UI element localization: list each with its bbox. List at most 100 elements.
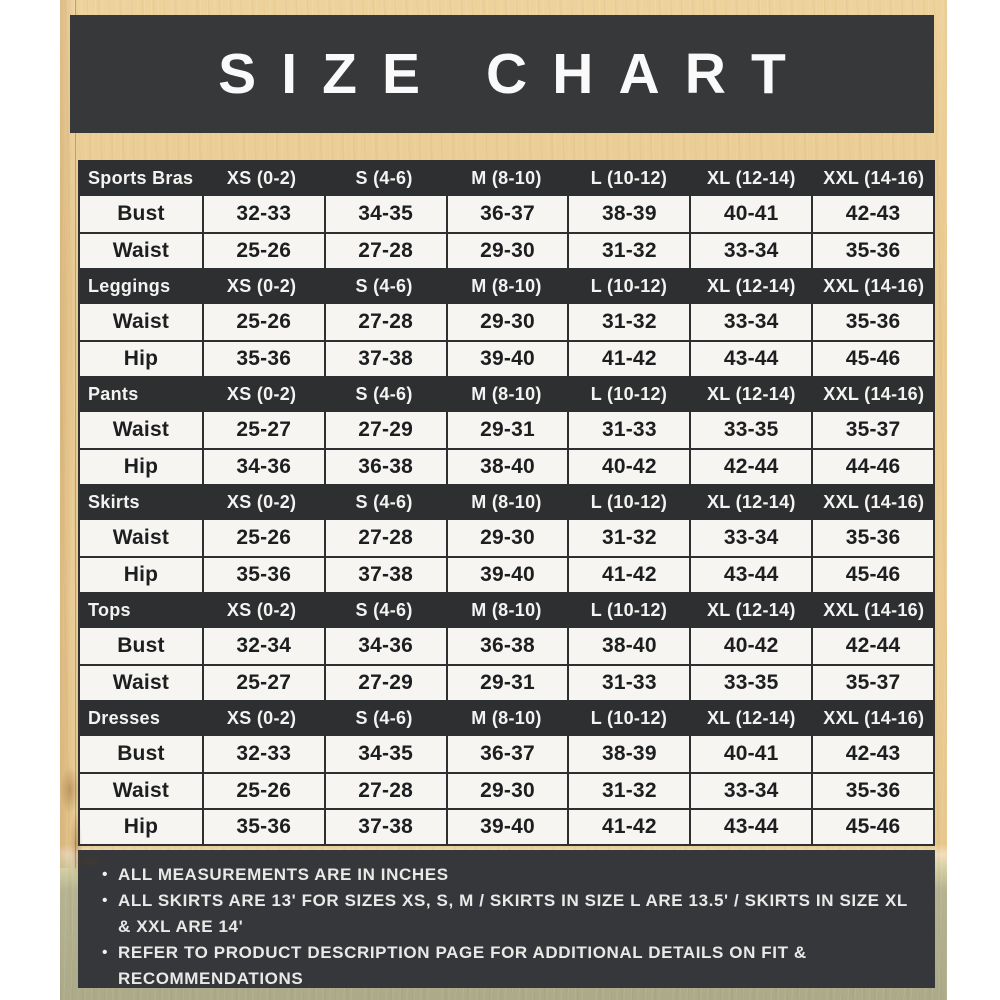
measurement-cell: 31-32 bbox=[567, 520, 689, 556]
measurement-cell: 27-28 bbox=[323, 774, 446, 808]
measurement-cell: 25-27 bbox=[201, 412, 324, 448]
row-label: Waist bbox=[112, 671, 170, 694]
section-header-row: Tops XS (0-2) S (4-6) M (8-10) L (10-12) XL (… bbox=[78, 592, 935, 628]
size-column-header: XL (12-14) bbox=[707, 167, 796, 188]
size-column-header: S (4-6) bbox=[355, 167, 413, 188]
measurement-cell: 36-38 bbox=[445, 628, 568, 664]
table-row: Bust 32-33 34-35 36-37 38-39 40-41 42-43 bbox=[78, 196, 935, 232]
measurement-cell: 31-33 bbox=[567, 412, 689, 448]
row-label: Waist bbox=[112, 239, 170, 262]
size-column-header: L (10-12) bbox=[590, 599, 668, 620]
measurement-cell: 41-42 bbox=[567, 342, 689, 376]
section-name: Skirts bbox=[88, 491, 140, 512]
measurement-cell: 39-40 bbox=[445, 342, 568, 376]
measurement-cell: 33-34 bbox=[689, 234, 811, 268]
measurement-cell: 38-40 bbox=[445, 450, 568, 484]
note-item: • REFER TO PRODUCT DESCRIPTION PAGE FOR A… bbox=[92, 940, 913, 992]
size-column-header: XL (12-14) bbox=[707, 707, 796, 728]
measurement-cell: 32-33 bbox=[201, 196, 324, 232]
size-column-header: L (10-12) bbox=[590, 491, 668, 512]
measurement-cell: 35-36 bbox=[811, 234, 933, 268]
measurement-cell: 29-30 bbox=[445, 234, 568, 268]
note-item: • ALL SKIRTS ARE 13' FOR SIZES XS, S, M /… bbox=[92, 888, 913, 940]
size-column-header: M (8-10) bbox=[471, 383, 542, 404]
measurement-cell: 27-29 bbox=[323, 412, 446, 448]
size-column-header: S (4-6) bbox=[355, 383, 413, 404]
measurement-cell: 42-44 bbox=[811, 628, 933, 664]
measurement-cell: 43-44 bbox=[689, 342, 811, 376]
measurement-cell: 39-40 bbox=[445, 558, 568, 592]
measurement-cell: 29-30 bbox=[445, 520, 568, 556]
section-name: Sports Bras bbox=[88, 167, 194, 188]
measurement-cell: 35-36 bbox=[811, 304, 933, 340]
measurement-cell: 31-32 bbox=[567, 304, 689, 340]
measurement-cell: 29-31 bbox=[445, 666, 568, 700]
table-row: Hip 35-36 37-38 39-40 41-42 43-44 45-46 bbox=[78, 556, 935, 592]
section-header-row: Leggings XS (0-2) S (4-6) M (8-10) L (10-12)… bbox=[78, 268, 935, 304]
row-label: Waist bbox=[112, 526, 170, 549]
measurement-cell: 42-43 bbox=[811, 196, 933, 232]
size-column-header: XS (0-2) bbox=[226, 707, 297, 728]
size-column-header: XXL (14-16) bbox=[823, 275, 925, 296]
size-column-header: L (10-12) bbox=[590, 275, 668, 296]
note-item: • ALL MEASUREMENTS ARE IN INCHES bbox=[92, 862, 913, 888]
size-table: Sports Bras XS (0-2) S (4-6) M (8-10) L (10-… bbox=[78, 160, 935, 846]
measurement-cell: 35-36 bbox=[201, 810, 324, 844]
row-label: Hip bbox=[123, 563, 159, 586]
measurement-cell: 37-38 bbox=[323, 558, 446, 592]
page-title: SIZE CHART bbox=[218, 42, 811, 106]
table-row: Hip 34-36 36-38 38-40 40-42 42-44 44-46 bbox=[78, 448, 935, 484]
table-row: Hip 35-36 37-38 39-40 41-42 43-44 45-46 bbox=[78, 340, 935, 376]
table-row: Waist 25-27 27-29 29-31 31-33 33-35 35-37 bbox=[78, 412, 935, 448]
size-column-header: M (8-10) bbox=[471, 491, 542, 512]
measurement-cell: 40-41 bbox=[689, 196, 811, 232]
section-name: Leggings bbox=[88, 275, 171, 296]
table-row: Waist 25-26 27-28 29-30 31-32 33-34 35-36 bbox=[78, 304, 935, 340]
row-label: Hip bbox=[123, 815, 159, 838]
size-column-header: XS (0-2) bbox=[226, 599, 297, 620]
measurement-cell: 25-26 bbox=[201, 234, 324, 268]
measurement-cell: 33-35 bbox=[689, 412, 811, 448]
size-column-header: L (10-12) bbox=[590, 707, 668, 728]
section-name: Pants bbox=[88, 383, 139, 404]
measurement-cell: 40-42 bbox=[567, 450, 689, 484]
size-column-header: S (4-6) bbox=[355, 707, 413, 728]
bullet-icon: • bbox=[102, 944, 108, 961]
measurement-cell: 31-33 bbox=[567, 666, 689, 700]
bullet-icon: • bbox=[102, 866, 108, 883]
section-header-row: Skirts XS (0-2) S (4-6) M (8-10) L (10-12) XL… bbox=[78, 484, 935, 520]
size-column-header: M (8-10) bbox=[471, 707, 542, 728]
size-column-header: XL (12-14) bbox=[707, 599, 796, 620]
row-label: Waist bbox=[112, 779, 170, 802]
row-label: Bust bbox=[117, 202, 165, 225]
size-column-header: XL (12-14) bbox=[707, 491, 796, 512]
note-text: REFER TO PRODUCT DESCRIPTION PAGE FOR AD… bbox=[118, 943, 807, 988]
wood-board-background: SIZE CHART Sports Bras XS (0-2) S (4-6) M (… bbox=[60, 0, 947, 1000]
table-row: Bust 32-33 34-35 36-37 38-39 40-41 42-43 bbox=[78, 736, 935, 772]
note-text: ALL SKIRTS ARE 13' FOR SIZES XS, S, M / … bbox=[118, 891, 908, 936]
size-column-header: XS (0-2) bbox=[226, 275, 297, 296]
measurement-cell: 45-46 bbox=[811, 810, 933, 844]
size-column-header: XXL (14-16) bbox=[823, 491, 925, 512]
table-row: Waist 25-26 27-28 29-30 31-32 33-34 35-36 bbox=[78, 232, 935, 268]
wood-plank-edge bbox=[60, 0, 76, 868]
measurement-cell: 35-36 bbox=[811, 520, 933, 556]
section-name: Tops bbox=[88, 599, 131, 620]
measurement-cell: 34-36 bbox=[201, 450, 324, 484]
measurement-cell: 32-33 bbox=[201, 736, 324, 772]
measurement-cell: 27-28 bbox=[323, 234, 446, 268]
size-column-header: XL (12-14) bbox=[707, 383, 796, 404]
measurement-cell: 33-34 bbox=[689, 774, 811, 808]
size-column-header: M (8-10) bbox=[471, 167, 542, 188]
measurement-cell: 35-36 bbox=[201, 558, 324, 592]
measurement-cell: 40-41 bbox=[689, 736, 811, 772]
measurement-cell: 31-32 bbox=[567, 774, 689, 808]
measurement-cell: 31-32 bbox=[567, 234, 689, 268]
measurement-cell: 29-31 bbox=[445, 412, 568, 448]
size-column-header: XL (12-14) bbox=[707, 275, 796, 296]
row-label: Hip bbox=[123, 455, 159, 478]
measurement-cell: 29-30 bbox=[445, 304, 568, 340]
measurement-cell: 34-35 bbox=[323, 196, 446, 232]
row-label: Waist bbox=[112, 418, 170, 441]
size-column-header: XXL (14-16) bbox=[823, 383, 925, 404]
